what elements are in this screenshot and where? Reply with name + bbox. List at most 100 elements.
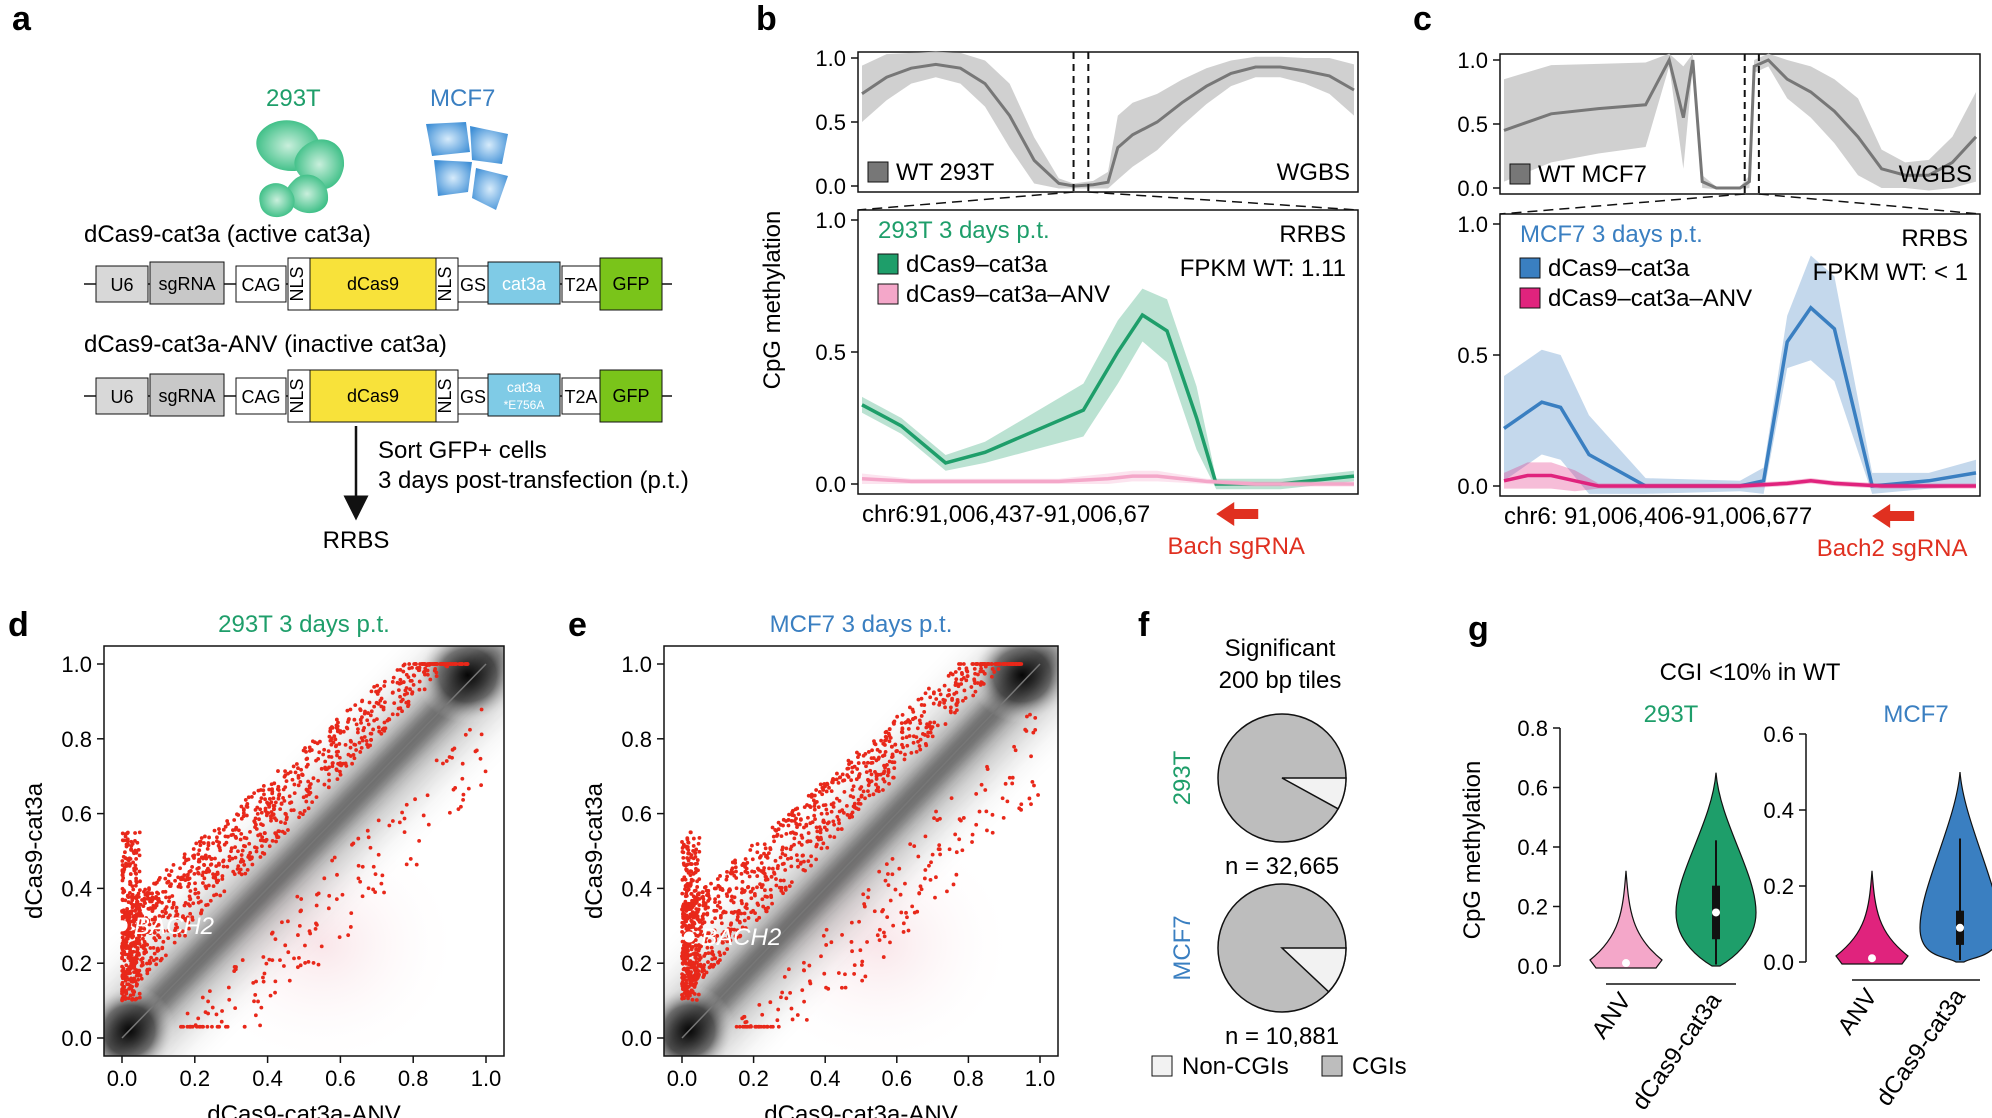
d-point — [166, 928, 171, 933]
d-point — [239, 816, 244, 821]
e-point — [687, 851, 692, 856]
e-point — [790, 1017, 795, 1022]
d-point — [306, 959, 311, 964]
e-point — [876, 757, 881, 761]
construct-inactive-part-gs: GS — [460, 387, 486, 407]
e-point — [899, 730, 904, 734]
e-point — [776, 1024, 781, 1029]
e-point — [1003, 781, 1008, 786]
c_bottom-sgrna-label: Bach2 sgRNA — [1817, 535, 1968, 562]
e-point — [839, 827, 844, 831]
d-point — [276, 769, 280, 773]
d-point — [147, 959, 152, 963]
e-point — [692, 911, 696, 916]
d-point — [338, 769, 342, 774]
e-point — [900, 727, 905, 732]
e-point — [957, 837, 962, 842]
d-point — [125, 894, 130, 899]
e-ytick-label: 0.6 — [621, 802, 652, 827]
d-point — [304, 764, 309, 769]
construct-active-part-sgrna: sgRNA — [158, 274, 215, 294]
d-point — [159, 956, 164, 961]
e-point — [962, 688, 967, 693]
d-point — [379, 696, 384, 701]
d-point — [479, 707, 484, 712]
e-point — [808, 805, 813, 809]
d-point — [206, 1011, 210, 1016]
e-point — [852, 972, 857, 976]
e-point — [856, 761, 861, 765]
e-point — [812, 804, 817, 808]
d-point — [232, 818, 237, 822]
d-point — [236, 864, 241, 869]
d-point — [217, 861, 221, 866]
d-point — [137, 991, 142, 996]
d-point — [390, 712, 395, 717]
d-point — [131, 887, 136, 892]
e-point — [874, 788, 879, 793]
e-point — [755, 842, 760, 846]
d-point — [310, 800, 315, 805]
d-point — [227, 854, 232, 859]
e-point — [884, 862, 889, 867]
e-point — [761, 904, 766, 909]
d-point — [121, 966, 126, 971]
d-point — [161, 939, 166, 944]
e-point — [688, 830, 693, 835]
construct-active-part-dcas9: dCas9 — [347, 274, 399, 294]
d-point — [306, 806, 311, 811]
e-point — [985, 767, 990, 772]
e-point — [903, 881, 907, 886]
e-point — [1001, 816, 1006, 820]
e-point — [690, 997, 695, 1002]
d-point — [249, 794, 254, 799]
d-point — [260, 850, 265, 855]
e-point — [686, 948, 690, 953]
e-point — [862, 904, 867, 909]
d-point — [413, 662, 418, 666]
e-point — [918, 884, 923, 889]
e-point — [734, 1024, 739, 1029]
d-point — [278, 820, 283, 825]
e-point — [980, 681, 985, 685]
e-point — [925, 722, 929, 727]
e-point — [824, 807, 829, 812]
d-point — [128, 856, 133, 861]
d-point — [402, 816, 407, 821]
e-point — [782, 974, 787, 979]
e-point — [784, 831, 789, 836]
d-point — [265, 800, 269, 805]
d-point — [224, 1024, 228, 1029]
e-point — [773, 858, 778, 863]
e-point — [717, 950, 722, 955]
d-point — [284, 817, 289, 822]
d-point — [138, 888, 142, 893]
d-point — [340, 892, 345, 897]
e-point — [763, 846, 768, 851]
d-highlight-label: BACH2 — [134, 913, 214, 940]
d-point — [390, 819, 395, 823]
e-point — [725, 947, 730, 951]
e-point — [763, 894, 768, 899]
d-point — [174, 905, 179, 910]
e-ytick-label: 0.8 — [621, 727, 652, 752]
c_bottom-tag: RRBS — [1901, 225, 1968, 252]
d-point — [272, 807, 276, 812]
e-point — [696, 892, 701, 897]
d-point — [278, 807, 283, 811]
e-point — [724, 877, 729, 882]
e-point — [863, 796, 867, 801]
d-point — [404, 686, 409, 690]
d-point — [220, 874, 225, 878]
d-point — [121, 970, 126, 975]
d-point — [226, 985, 231, 990]
e-point — [837, 821, 842, 826]
e-point — [789, 864, 794, 869]
d-point — [206, 866, 210, 871]
d-xtick-label: 0.0 — [107, 1066, 138, 1091]
d-point — [123, 850, 127, 855]
e-point — [836, 827, 840, 832]
e-point — [828, 834, 832, 839]
d-point — [398, 668, 403, 672]
